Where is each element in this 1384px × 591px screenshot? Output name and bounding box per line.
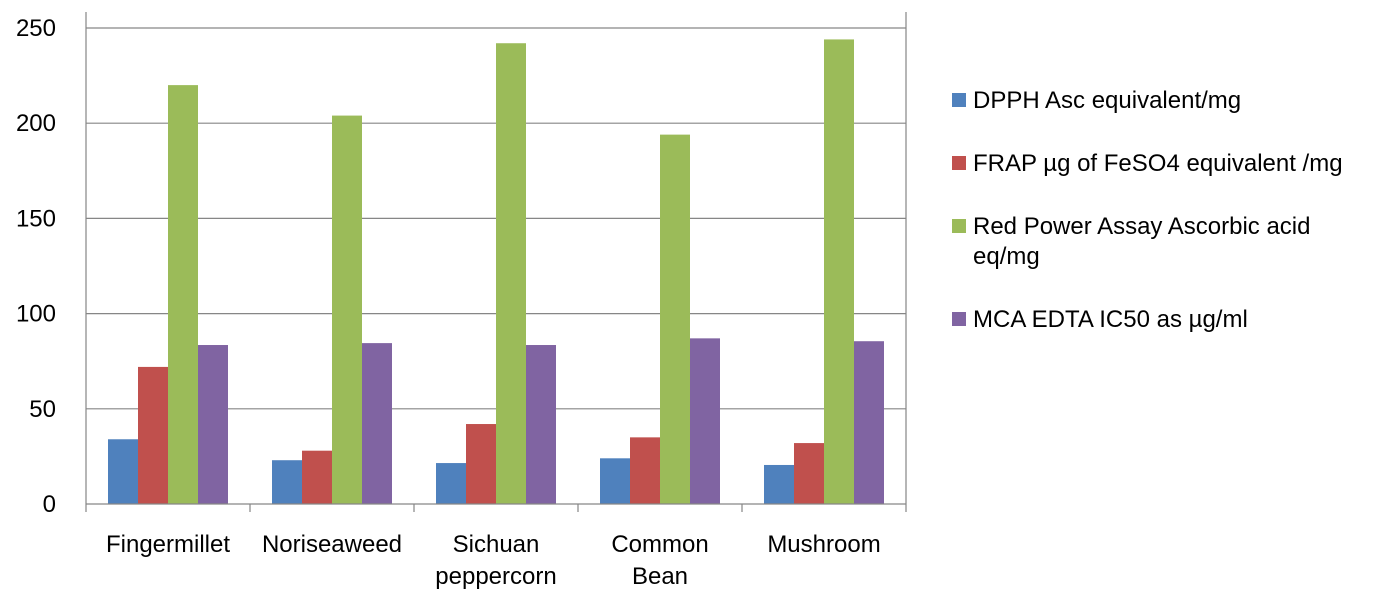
y-tick-labels: 0 50 100 150 200 250 [16,15,56,518]
bar [108,439,138,504]
bar [362,343,392,504]
legend-item: DPPH Asc equivalent/mg [952,86,1382,116]
bars [108,39,884,505]
legend-label: MCA EDTA IC50 as µg/ml [973,306,1248,333]
bar [332,115,362,505]
bar [496,43,526,505]
y-tick-label: 100 [16,301,56,328]
x-tick-label-line: Common [611,531,708,558]
x-tick-label-line: Mushroom [767,531,880,558]
bar [168,85,198,505]
y-tick-label: 150 [16,205,56,232]
legend-swatch [952,93,966,107]
bar [272,460,302,504]
x-tick-label-line: Noriseaweed [262,531,402,558]
y-tick-label: 50 [29,396,56,423]
bar [302,450,332,504]
x-tick-label: Noriseaweed [262,531,402,558]
bar [138,366,168,504]
bar [630,437,660,504]
x-tick-labels: Fingermillet Noriseaweed Sichuan peppercorn… [106,531,881,590]
y-tick-label: 200 [16,110,56,137]
x-tick-label-line: Sichuan [453,531,540,558]
y-tick-label: 0 [43,491,56,518]
bar [436,463,466,504]
bar [854,341,884,504]
bar [824,39,854,504]
legend-label: Red Power Assay Ascorbic acid eq/mg [973,213,1311,270]
bar [526,345,556,504]
legend-item: MCA EDTA IC50 as µg/ml [952,305,1382,335]
legend-item: Red Power Assay Ascorbic acid eq/mg [952,212,1382,272]
legend-swatch [952,156,966,170]
legend-label: FRAP µg of FeSO4 equivalent /mg [973,150,1343,177]
x-tick-label: Fingermillet [106,531,230,558]
legend-swatch [952,312,966,326]
bar [600,458,630,504]
axes [85,12,907,512]
bar [198,345,228,504]
legend-item: FRAP µg of FeSO4 equivalent /mg [952,149,1382,179]
bar [660,134,690,504]
bar [690,338,720,504]
y-tick-label: 250 [16,15,56,42]
x-tick-label-line: Fingermillet [106,531,230,558]
x-tick-label: Sichuan peppercorn [435,531,556,590]
bar [794,443,824,504]
x-tick-label-line: Bean [632,563,688,590]
legend: DPPH Asc equivalent/mg FRAP µg of FeSO4 e… [952,86,1382,368]
bar [764,464,794,504]
x-tick-label: Common Bean [611,531,708,590]
bar [466,424,496,504]
x-tick-label: Mushroom [767,531,880,558]
legend-swatch [952,219,966,233]
legend-label: DPPH Asc equivalent/mg [973,87,1242,114]
x-tick-label-line: peppercorn [435,563,556,590]
